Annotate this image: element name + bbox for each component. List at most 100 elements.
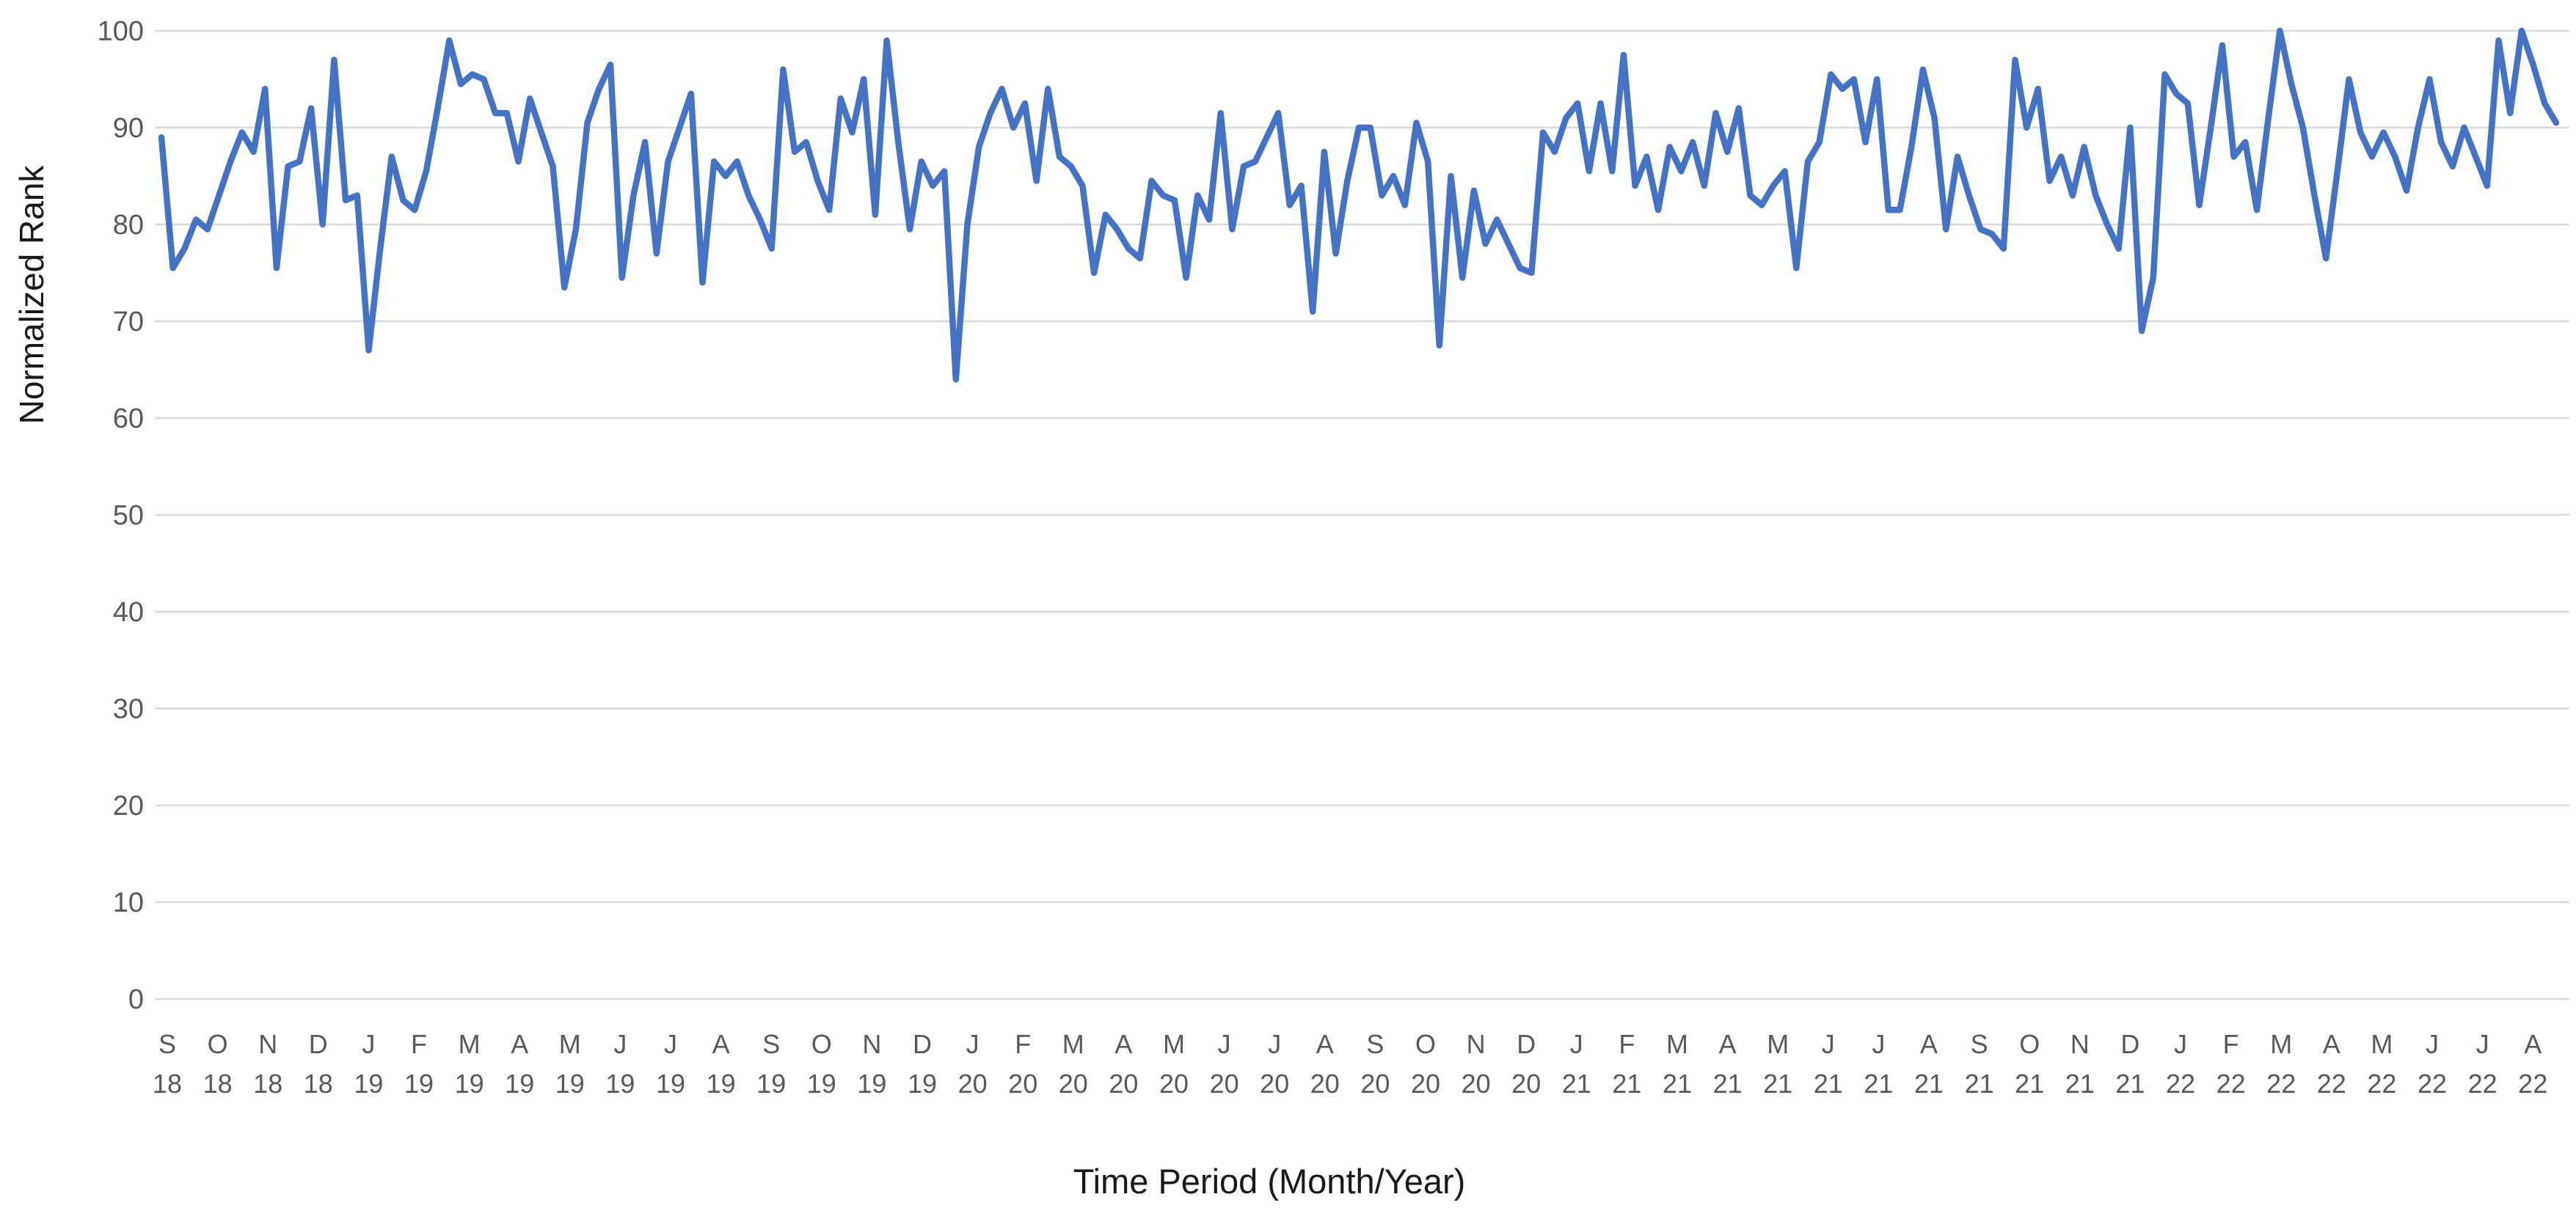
x-tick-month: S xyxy=(762,1029,780,1059)
x-tick-year: 20 xyxy=(1511,1069,1541,1099)
x-tick-month: A xyxy=(511,1029,528,1059)
x-tick-year: 22 xyxy=(2418,1069,2447,1099)
x-tick-year: 20 xyxy=(1059,1069,1088,1099)
x-tick-year: 18 xyxy=(253,1069,282,1099)
x-tick-year: 21 xyxy=(1562,1069,1591,1099)
x-tick-month: O xyxy=(1415,1029,1436,1059)
x-tick-year: 21 xyxy=(1965,1069,1994,1099)
x-tick-year: 20 xyxy=(1008,1069,1037,1099)
x-tick-year: 21 xyxy=(1914,1069,1944,1099)
x-tick-month: J xyxy=(1268,1029,1281,1059)
x-tick-month: A xyxy=(1316,1029,1334,1059)
x-tick-month: A xyxy=(712,1029,730,1059)
x-tick-year: 21 xyxy=(1864,1069,1893,1099)
x-tick-month: M xyxy=(2270,1029,2292,1059)
x-tick-year: 19 xyxy=(505,1069,534,1099)
x-tick-month: M xyxy=(559,1029,581,1059)
x-tick-year: 19 xyxy=(707,1069,736,1099)
x-tick-year: 22 xyxy=(2166,1069,2195,1099)
x-tick-month: D xyxy=(913,1029,932,1059)
x-tick-month: J xyxy=(1822,1029,1835,1059)
x-tick-month: J xyxy=(2174,1029,2187,1059)
x-tick-month: F xyxy=(1619,1029,1635,1059)
x-tick-year: 22 xyxy=(2518,1069,2547,1099)
x-tick-year: 19 xyxy=(656,1069,685,1099)
x-tick-month: M xyxy=(2371,1029,2393,1059)
x-tick-month: J xyxy=(362,1029,375,1059)
y-tick-label: 50 xyxy=(113,500,144,531)
x-tick-year: 19 xyxy=(354,1069,383,1099)
x-tick-year: 20 xyxy=(1210,1069,1239,1099)
x-tick-month: S xyxy=(1971,1029,1988,1059)
x-tick-month: J xyxy=(613,1029,627,1059)
series-line xyxy=(158,27,2560,383)
x-tick-month: J xyxy=(1218,1029,1231,1059)
x-tick-year: 22 xyxy=(2216,1069,2246,1099)
x-tick-year: 22 xyxy=(2468,1069,2497,1099)
y-tick-label: 60 xyxy=(113,403,144,434)
y-tick-label: 0 xyxy=(128,984,144,1015)
x-tick-month: J xyxy=(2476,1029,2489,1059)
y-tick-label: 90 xyxy=(113,113,144,144)
x-tick-year: 20 xyxy=(1260,1069,1289,1099)
x-tick-month: M xyxy=(1163,1029,1185,1059)
x-tick-year: 19 xyxy=(404,1069,434,1099)
x-tick-year: 20 xyxy=(1310,1069,1340,1099)
x-tick-year: 21 xyxy=(1663,1069,1692,1099)
x-tick-month: M xyxy=(459,1029,481,1059)
x-tick-year: 19 xyxy=(857,1069,886,1099)
x-tick-year: 19 xyxy=(908,1069,937,1099)
x-tick-year: 19 xyxy=(555,1069,585,1099)
x-tick-year: 21 xyxy=(1814,1069,1843,1099)
x-tick-month: J xyxy=(664,1029,677,1059)
x-tick-year: 21 xyxy=(1713,1069,1743,1099)
x-tick-year: 21 xyxy=(2115,1069,2145,1099)
x-tick-month: D xyxy=(1517,1029,1536,1059)
x-tick-month: N xyxy=(862,1029,881,1059)
x-tick-month: D xyxy=(2120,1029,2139,1059)
x-tick-year: 21 xyxy=(2065,1069,2095,1099)
x-tick-month: N xyxy=(2070,1029,2090,1059)
y-tick-label: 40 xyxy=(113,597,144,628)
x-tick-month: O xyxy=(2019,1029,2040,1059)
x-tick-month: O xyxy=(208,1029,228,1059)
y-tick-label: 20 xyxy=(113,791,144,821)
x-tick-month: F xyxy=(1015,1029,1031,1059)
x-tick-month: A xyxy=(2323,1029,2340,1059)
x-tick-year: 19 xyxy=(756,1069,786,1099)
x-tick-month: D xyxy=(309,1029,328,1059)
x-tick-month: A xyxy=(2524,1029,2542,1059)
x-axis-title: Time Period (Month/Year) xyxy=(1073,1162,1466,1201)
x-tick-month: N xyxy=(258,1029,277,1059)
y-axis-title: Normalized Rank xyxy=(12,165,51,425)
x-tick-year: 22 xyxy=(2266,1069,2296,1099)
x-tick-month: M xyxy=(1767,1029,1789,1059)
x-tick-year: 20 xyxy=(1109,1069,1138,1099)
x-tick-year: 20 xyxy=(1159,1069,1189,1099)
x-tick-month: F xyxy=(411,1029,427,1059)
x-tick-year: 22 xyxy=(2317,1069,2346,1099)
x-tick-year: 19 xyxy=(807,1069,836,1099)
x-tick-year: 19 xyxy=(605,1069,635,1099)
x-tick-year: 18 xyxy=(304,1069,333,1099)
x-tick-month: S xyxy=(158,1029,176,1059)
x-tick-year: 19 xyxy=(455,1069,484,1099)
x-tick-year: 20 xyxy=(1411,1069,1440,1099)
x-tick-month: A xyxy=(1920,1029,1938,1059)
y-tick-label: 30 xyxy=(113,694,144,725)
x-tick-month: J xyxy=(1570,1029,1583,1059)
x-tick-month: M xyxy=(1666,1029,1688,1059)
x-tick-month: J xyxy=(1872,1029,1885,1059)
y-tick-label: 70 xyxy=(113,307,144,337)
x-tick-month: N xyxy=(1467,1029,1486,1059)
y-tick-label: 10 xyxy=(113,887,144,918)
x-tick-month: J xyxy=(2426,1029,2439,1059)
x-tick-month: S xyxy=(1366,1029,1384,1059)
x-tick-year: 18 xyxy=(153,1069,182,1099)
x-tick-year: 20 xyxy=(958,1069,988,1099)
x-tick-month: J xyxy=(966,1029,979,1059)
x-tick-year: 20 xyxy=(1360,1069,1390,1099)
x-tick-month: A xyxy=(1719,1029,1737,1059)
x-tick-month: M xyxy=(1062,1029,1084,1059)
